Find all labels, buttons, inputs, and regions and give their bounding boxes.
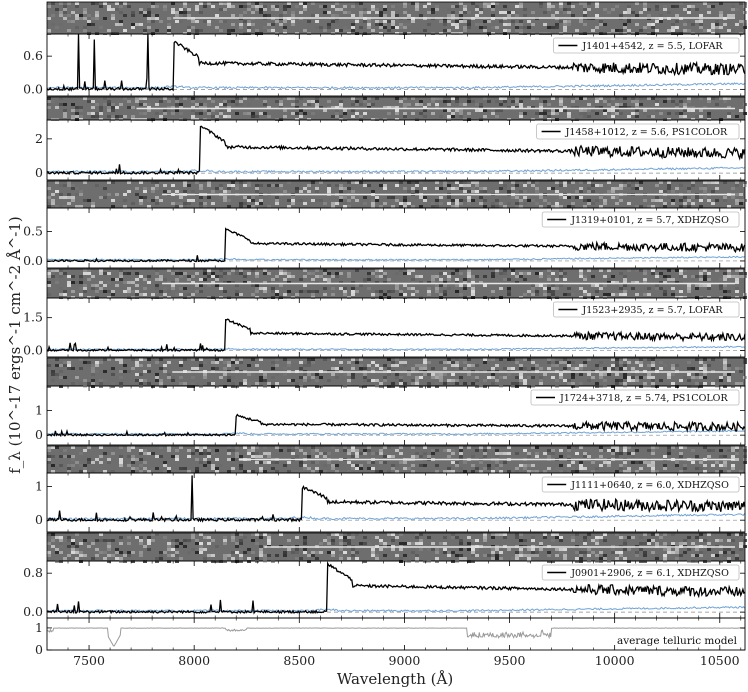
spectrum-2d-image-7 <box>46 532 747 563</box>
legend-box <box>536 123 740 140</box>
error-spectrum <box>46 513 746 521</box>
y-tick-label: 0.0 <box>23 604 43 619</box>
x-tick-label: 10000 <box>595 653 635 668</box>
y-tick-label: 0.5 <box>23 224 43 239</box>
y-tick-label: 1 <box>35 478 43 493</box>
spectrum-panel-1: 0.0 0.6 J1401+4542, z = 5.5, LOFAR <box>23 33 746 97</box>
spectrum-panel-6: 0 1 J1111+0640, z = 6.0, XDHZQSO <box>35 472 746 533</box>
flux-spectrum <box>46 560 746 615</box>
spectrum-2d-image-1 <box>46 1 747 35</box>
spectrum-panel-5: 0 1 J1724+3718, z = 5.74, PS1COLOR <box>35 385 746 446</box>
legend-label: J1111+0640, z = 6.0, XDHZQSO <box>570 480 729 491</box>
spectrum-2d-image-4 <box>46 268 747 299</box>
legend-box <box>553 37 740 54</box>
y-tick-label: 0 <box>35 427 43 442</box>
y-tick-label: 0.6 <box>23 48 43 63</box>
legend-box <box>553 301 740 318</box>
y-tick-label: 0.0 <box>23 342 43 357</box>
y-tick-label: 0 <box>35 642 43 657</box>
x-tick-label: 9000 <box>389 653 421 668</box>
legend-label: J0901+2906, z = 6.1, XDHZQSO <box>570 568 729 579</box>
plot-frame <box>46 472 746 533</box>
plot-frame <box>46 33 746 97</box>
telluric-panel: 7500 8000 8500 9000 9500 10000 10500 0 1 average … <box>35 617 746 668</box>
flux-spectrum <box>47 125 746 176</box>
plot-frame <box>46 119 746 181</box>
legend-box <box>530 389 740 406</box>
plot-frame <box>46 207 746 269</box>
plot-frame <box>46 385 746 446</box>
telluric-label: average telluric model <box>617 635 738 647</box>
plot-frame <box>46 297 746 358</box>
legend-label: J1458+1012, z = 5.6, PS1COLOR <box>565 127 728 138</box>
flux-spectrum <box>46 227 746 263</box>
y-tick-label: 0.0 <box>23 81 43 96</box>
spectrum-panel-3: 0.0 0.5 J1319+0101, z = 5.7, XDHZQSO <box>23 207 746 269</box>
legend-label: J1319+0101, z = 5.7, XDHZQSO <box>570 215 729 226</box>
legend-box <box>541 476 740 493</box>
y-tick-label: 1 <box>35 403 43 418</box>
x-tick-label: 8500 <box>283 653 315 668</box>
x-axis-label: Wavelength (Å) <box>337 670 453 688</box>
y-axis-label: f_λ (10^-17 ergs^-1 cm^-2 Å^-1) <box>6 216 24 474</box>
legend-label: J1401+4542, z = 5.5, LOFAR <box>581 41 723 52</box>
x-tick-label: 10500 <box>700 653 740 668</box>
x-tick-label: 9500 <box>494 653 526 668</box>
error-spectrum <box>46 429 745 436</box>
y-tick-label: 2 <box>35 131 43 146</box>
y-tick-label: 0.0 <box>23 253 43 268</box>
spectrum-2d-image-3 <box>46 180 747 209</box>
y-tick-label: 1 <box>35 620 43 635</box>
panels-group: 0.0 0.6 J1401+4542, z = 5.5, LOFAR 0 2 J1458+… <box>23 1 747 668</box>
spectrum-2d-image-6 <box>46 445 747 474</box>
x-tick-label: 7500 <box>73 653 105 668</box>
y-tick-label: 0 <box>35 512 43 527</box>
legend-box <box>541 211 740 228</box>
flux-spectrum <box>46 475 746 523</box>
flux-spectrum <box>46 33 746 92</box>
legend-label: J1724+3718, z = 5.74, PS1COLOR <box>559 393 728 404</box>
telluric-curve <box>46 627 745 647</box>
legend-label: J1523+2935, z = 5.7, LOFAR <box>581 305 723 316</box>
spectrum-panel-2: 0 2 J1458+1012, z = 5.6, PS1COLOR <box>35 119 746 181</box>
y-tick-label: 0 <box>35 165 43 180</box>
spectrum-panel-7: 0.0 0.8 J0901+2906, z = 6.1, XDHZQSO <box>23 560 746 619</box>
flux-spectrum <box>46 318 746 353</box>
flux-spectrum <box>46 413 746 438</box>
telluric-frame <box>46 617 746 651</box>
spectrum-panel-4: 0.0 1.5 J1523+2935, z = 5.7, LOFAR <box>23 297 746 358</box>
spectrum-2d-image-2 <box>46 96 747 121</box>
y-tick-label: 1.5 <box>23 310 43 325</box>
error-spectrum <box>46 82 745 90</box>
x-tick-label: 8000 <box>178 653 210 668</box>
spectrum-2d-image-5 <box>46 357 747 388</box>
error-spectrum <box>46 255 745 262</box>
legend-box <box>541 564 740 581</box>
error-spectrum <box>46 605 745 613</box>
y-tick-label: 0.8 <box>23 565 43 580</box>
